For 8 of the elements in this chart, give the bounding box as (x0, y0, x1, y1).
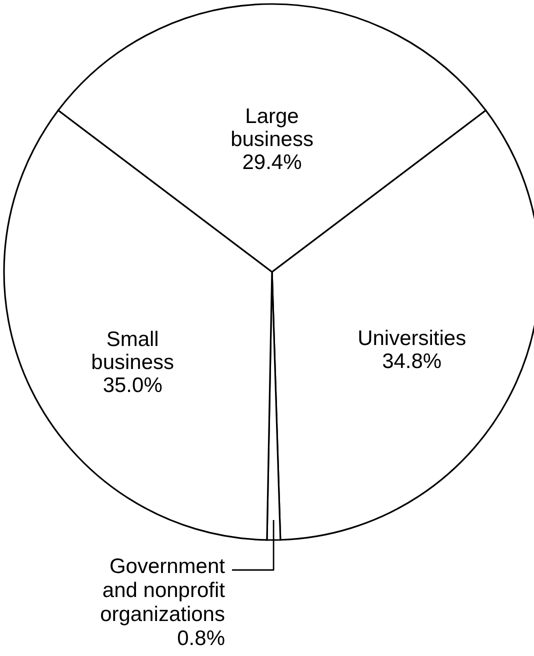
slice-label: Universities (358, 326, 466, 350)
slice-label: Small business (91, 328, 174, 374)
data-label: 35.0% (102, 374, 162, 397)
slice-label: Large business (230, 105, 314, 151)
slice-label: Government and nonprofit organizations (100, 555, 226, 626)
data-label: 0.8% (177, 627, 225, 650)
data-label: 29.4% (242, 151, 302, 174)
data-label: 34.8% (382, 350, 442, 373)
